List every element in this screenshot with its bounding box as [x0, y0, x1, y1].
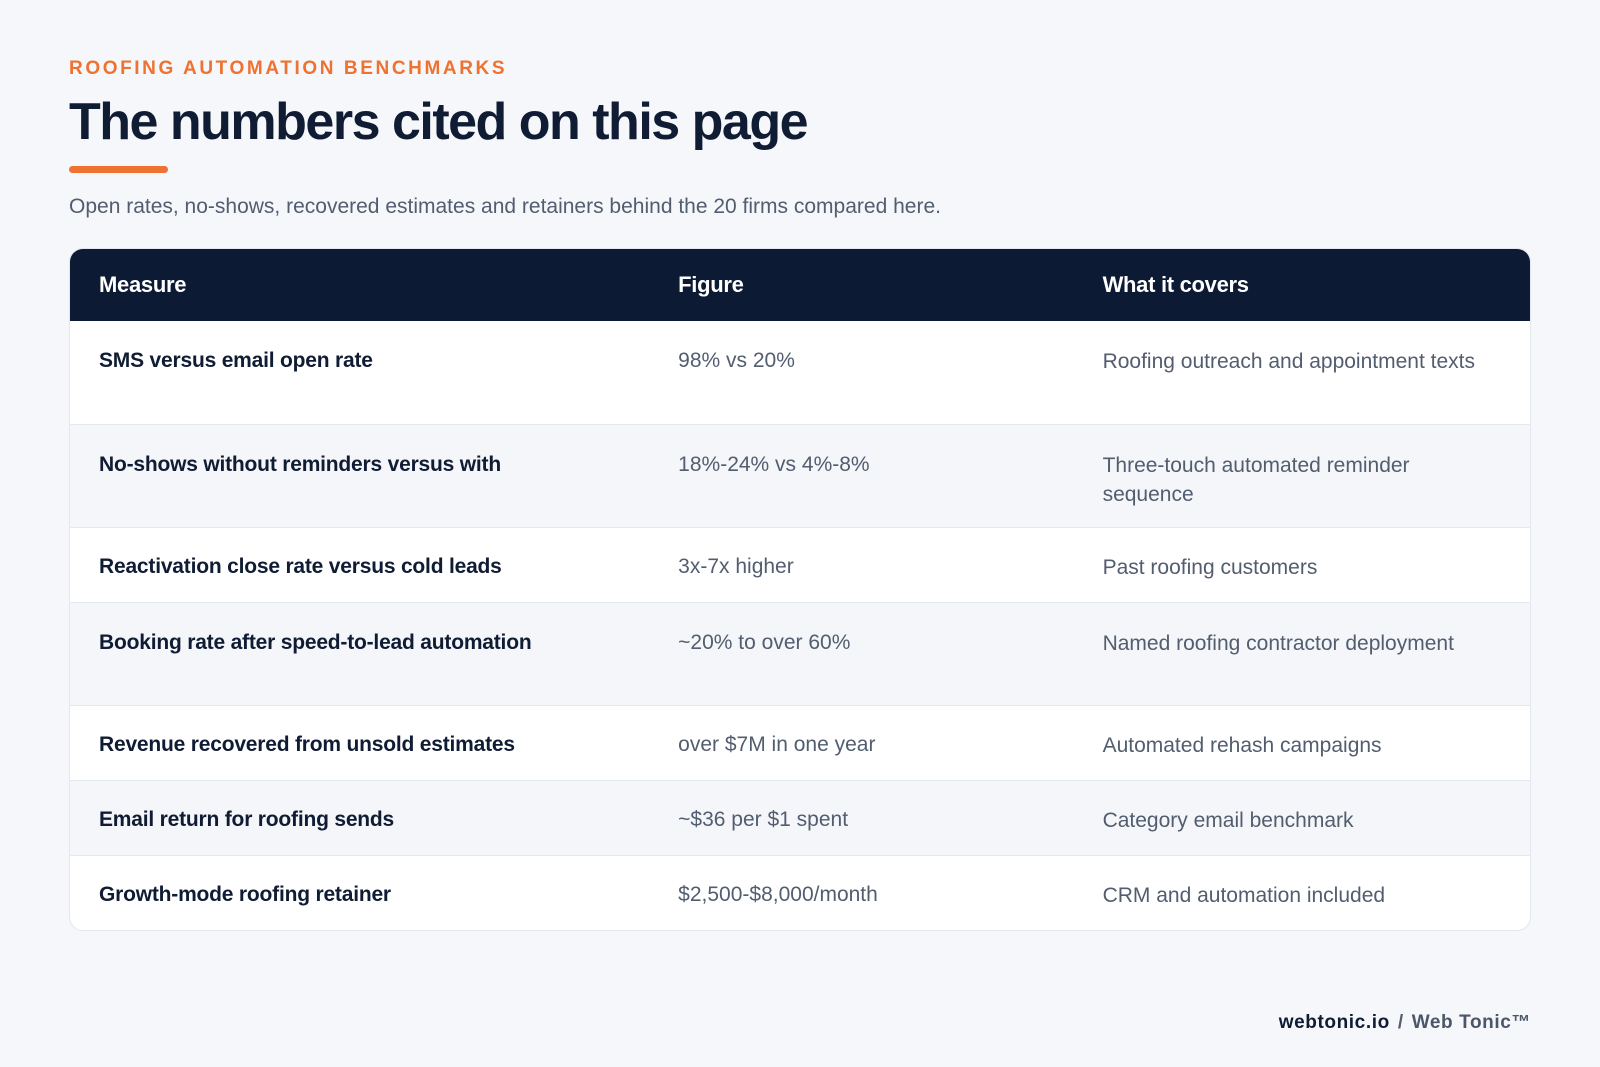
page-title: The numbers cited on this page — [69, 93, 809, 151]
column-header-measure: Measure — [99, 272, 187, 297]
cell-figure: over $7M in one year — [678, 733, 876, 756]
cell-figure: ~$36 per $1 spent — [678, 808, 849, 831]
table-row: Reactivation close rate versus cold lead… — [70, 527, 1530, 602]
eyebrow-label: ROOFING AUTOMATION BENCHMARKS — [69, 58, 508, 79]
column-header-covers: What it covers — [1102, 272, 1249, 297]
footer-credit: webtonic.io / Web Tonic™ — [1279, 1012, 1531, 1034]
cell-covers: Automated rehash campaigns — [1102, 734, 1382, 757]
cell-measure: No-shows without reminders versus with — [99, 453, 501, 476]
column-header-figure: Figure — [678, 272, 744, 297]
title-accent-bar — [69, 166, 168, 173]
cell-figure: ~20% to over 60% — [678, 631, 851, 654]
cell-covers: Roofing outreach and appointment texts — [1102, 350, 1475, 373]
cell-measure: Revenue recovered from unsold estimates — [99, 733, 515, 756]
cell-covers: Named roofing contractor deployment — [1102, 632, 1454, 655]
cell-figure: $2,500-$8,000/month — [678, 883, 878, 906]
cell-measure: Reactivation close rate versus cold lead… — [99, 555, 502, 578]
footer-separator: / — [1397, 1012, 1404, 1033]
cell-measure: Email return for roofing sends — [99, 808, 395, 831]
table-row: Email return for roofing sends ~$36 per … — [70, 780, 1530, 855]
table-row: Growth-mode roofing retainer $2,500-$8,0… — [70, 855, 1530, 930]
benchmarks-table: Measure Figure What it covers SMS versus… — [69, 248, 1531, 931]
cell-figure: 3x-7x higher — [678, 555, 794, 578]
cell-covers: Past roofing customers — [1102, 556, 1318, 579]
table-row: No-shows without reminders versus with 1… — [70, 424, 1530, 527]
footer-domain: webtonic.io — [1278, 1012, 1390, 1033]
cell-measure: Booking rate after speed-to-lead automat… — [99, 631, 532, 654]
footer-brand: Web Tonic™ — [1411, 1012, 1531, 1033]
cell-measure: SMS versus email open rate — [99, 349, 373, 372]
cell-measure: Growth-mode roofing retainer — [99, 883, 391, 906]
cell-covers: Three-touch automated reminder sequence — [1102, 454, 1410, 506]
cell-figure: 18%-24% vs 4%-8% — [678, 453, 870, 476]
page-subtitle: Open rates, no-shows, recovered estimate… — [69, 195, 941, 218]
table-row: Booking rate after speed-to-lead automat… — [70, 602, 1530, 705]
cell-covers: CRM and automation included — [1102, 884, 1386, 907]
table-row: SMS versus email open rate 98% vs 20% Ro… — [70, 321, 1530, 424]
cell-figure: 98% vs 20% — [678, 349, 795, 372]
cell-covers: Category email benchmark — [1102, 809, 1354, 832]
table-header: Measure Figure What it covers — [70, 249, 1530, 321]
table-body: SMS versus email open rate 98% vs 20% Ro… — [70, 321, 1530, 930]
table-row: Revenue recovered from unsold estimates … — [70, 705, 1530, 780]
